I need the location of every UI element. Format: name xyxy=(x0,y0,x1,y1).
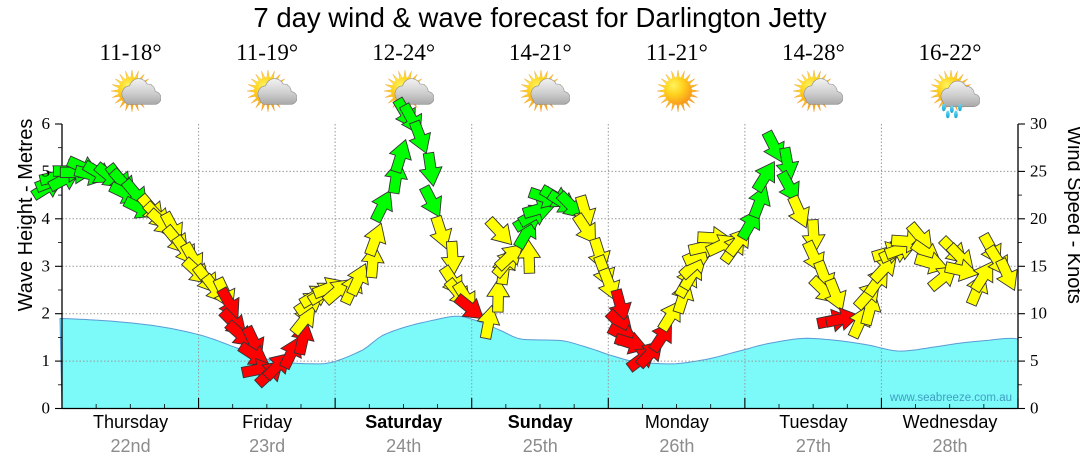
svg-text:10: 10 xyxy=(1030,304,1047,323)
svg-text:5: 5 xyxy=(1030,351,1039,370)
svg-text:0: 0 xyxy=(42,399,51,418)
svg-text:30: 30 xyxy=(1030,114,1047,133)
svg-text:15: 15 xyxy=(1030,256,1047,275)
svg-text:20: 20 xyxy=(1030,209,1047,228)
svg-text:0: 0 xyxy=(1030,399,1039,418)
svg-text:25: 25 xyxy=(1030,161,1047,180)
